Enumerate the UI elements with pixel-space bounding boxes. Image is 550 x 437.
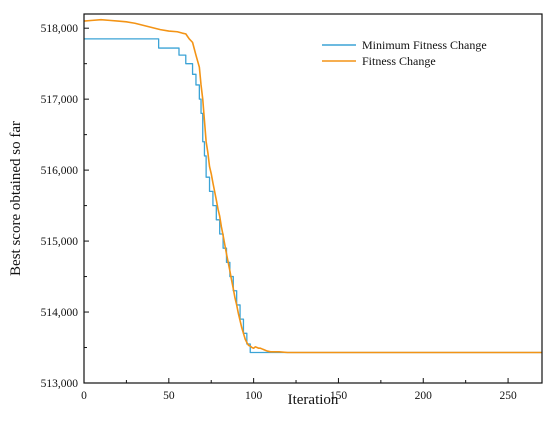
series-line-minimum-fitness-change bbox=[84, 39, 542, 353]
series-line-fitness-change bbox=[84, 20, 542, 353]
x-tick-label: 50 bbox=[163, 390, 175, 402]
y-axis-title: Best score obtained so far bbox=[8, 121, 24, 276]
y-tick-label: 518,000 bbox=[41, 23, 79, 35]
plot-frame bbox=[84, 14, 542, 383]
x-tick-label: 0 bbox=[81, 390, 87, 402]
y-tick-label: 517,000 bbox=[41, 94, 79, 106]
x-tick-label: 100 bbox=[245, 390, 263, 402]
legend-label-fitness-change: Fitness Change bbox=[362, 54, 436, 68]
plot-series bbox=[84, 20, 542, 353]
y-tick-label: 516,000 bbox=[41, 165, 79, 177]
y-tick-label: 514,000 bbox=[41, 307, 79, 319]
x-tick-label: 250 bbox=[499, 390, 517, 402]
legend-label-minimum-fitness-change: Minimum Fitness Change bbox=[362, 38, 487, 52]
y-tick-label: 513,000 bbox=[41, 378, 79, 390]
y-tick-label: 515,000 bbox=[41, 236, 79, 248]
legend: Minimum Fitness Change Fitness Change bbox=[322, 38, 487, 68]
x-axis-title: Iteration bbox=[288, 392, 339, 408]
y-axis: 513,000 514,000 515,000 516,000 517,000 518,0… bbox=[41, 23, 89, 390]
x-tick-label: 200 bbox=[415, 390, 433, 402]
